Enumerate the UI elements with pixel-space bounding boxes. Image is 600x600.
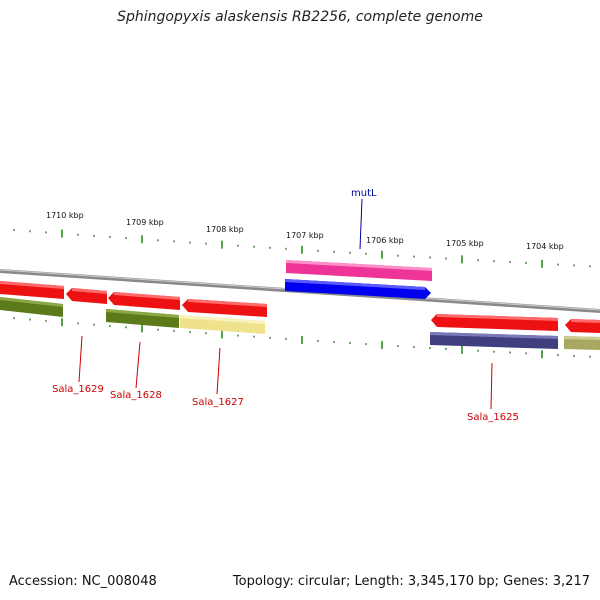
- feature-sala-1628-olive[interactable]: [106, 309, 179, 328]
- feature-red-arrow-2[interactable]: [66, 288, 107, 304]
- feature-red-arrow-3[interactable]: [108, 292, 180, 310]
- scale-ticks-top: [13, 229, 591, 268]
- sala-1627-leader-line: [216, 347, 221, 395]
- feature-sala-1629-arrow[interactable]: [0, 281, 64, 299]
- gene-label-mutl[interactable]: mutL: [351, 188, 377, 199]
- gene-label-sala-1628[interactable]: Sala_1628: [110, 390, 162, 401]
- gene-label-sala-1627[interactable]: Sala_1627: [192, 397, 244, 408]
- feature-magenta[interactable]: [286, 260, 432, 281]
- scale-label-1710: 1710 kbp: [46, 211, 84, 220]
- scale-label-1706: 1706 kbp: [366, 236, 404, 245]
- feature-red-arrow-5[interactable]: [431, 314, 558, 331]
- feature-mutl-arrow[interactable]: [285, 279, 431, 299]
- feature-khaki[interactable]: [564, 336, 600, 350]
- gene-label-sala-1625[interactable]: Sala_1625: [467, 412, 519, 423]
- feature-red-arrow-4[interactable]: [182, 299, 267, 317]
- scale-label-1707: 1707 kbp: [286, 231, 324, 240]
- scale-label-1705: 1705 kbp: [446, 239, 484, 248]
- sala-1625-leader-line: [490, 362, 493, 410]
- feature-red-arrow-6[interactable]: [565, 319, 600, 333]
- genome-title: Sphingopyxis alaskensis RB2256, complete…: [117, 9, 483, 25]
- sala-1628-leader-line: [135, 341, 141, 389]
- scale-labels: 1710 kbp 1709 kbp 1708 kbp 1707 kbp 1706…: [46, 211, 564, 251]
- topology-text: Topology: circular; Length: 3,345,170 bp…: [232, 574, 590, 589]
- mutl-leader-line: [359, 198, 363, 250]
- scale-label-1709: 1709 kbp: [126, 218, 164, 227]
- scale-ticks-bottom: [13, 317, 591, 359]
- feature-sala-1625-navy[interactable]: [430, 332, 558, 349]
- feature-olive-1[interactable]: [0, 297, 63, 317]
- accession-text: Accession: NC_008048: [9, 574, 157, 589]
- feature-sala-1627-yellow[interactable]: [180, 315, 265, 334]
- scale-label-1708: 1708 kbp: [206, 225, 244, 234]
- sala-1629-leader-line: [78, 335, 83, 383]
- scale-label-1704: 1704 kbp: [526, 242, 564, 251]
- gene-label-sala-1629[interactable]: Sala_1629: [52, 384, 104, 395]
